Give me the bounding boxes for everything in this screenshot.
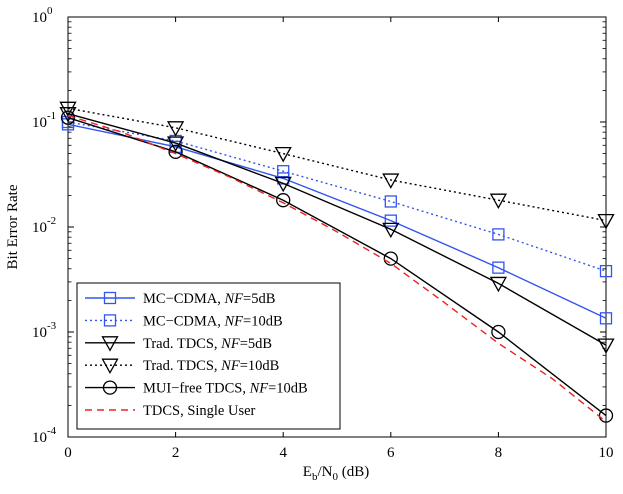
- data-point: [59, 101, 77, 118]
- legend-entry: Trad. TDCS, NF=10dB: [85, 358, 279, 374]
- x-axis-title: Eb/N0 (dB): [303, 464, 369, 483]
- data-point: [274, 176, 292, 193]
- data-point: [168, 144, 183, 159]
- data-point: [489, 193, 508, 210]
- y-axis-title: Bit Error Rate: [5, 184, 21, 269]
- ticks-layer: 0 2 4 6 8 10 10-4 10-3 10-2 10-1 100: [32, 5, 614, 461]
- legend-label: MC−CDMA, NF=10dB: [143, 313, 283, 329]
- data-point: [598, 408, 614, 423]
- data-point: [166, 121, 185, 137]
- data-point: [491, 324, 506, 340]
- series-line-3: [67, 107, 607, 222]
- y-tick-label: 10-1: [32, 110, 56, 131]
- legend-marker: [103, 291, 117, 305]
- data-point: [59, 107, 77, 123]
- legend-entry: Trad. TDCS, NF=5dB: [85, 336, 272, 352]
- legend: MC−CDMA, NF=5dB MC−CDMA, NF=10dB Trad. TDC…: [76, 282, 341, 430]
- legend-label: Trad. TDCS, NF=5dB: [143, 336, 272, 352]
- data-point: [276, 193, 291, 208]
- x-tick-label: 4: [279, 445, 287, 461]
- series-2: [59, 107, 615, 354]
- data-point: [277, 165, 290, 178]
- data-point: [492, 228, 505, 241]
- series-5: [67, 114, 607, 423]
- legend-label: TDCS, Single User: [143, 403, 256, 419]
- legend-marker: [102, 380, 118, 395]
- y-tick-label: 10-2: [32, 215, 56, 236]
- series-line-5: [67, 114, 607, 423]
- data-point: [382, 173, 400, 189]
- y-tick-label: 100: [32, 5, 53, 26]
- series-layer: [59, 101, 615, 423]
- series-line-0: [67, 123, 607, 319]
- y-tick-label: 10-4: [32, 425, 57, 446]
- data-point: [166, 136, 185, 152]
- series-line-4: [67, 117, 607, 417]
- x-tick-label: 10: [599, 445, 614, 461]
- data-point: [384, 214, 397, 227]
- x-tick-label: 8: [495, 445, 503, 461]
- legend-entry: MC−CDMA, NF=5dB: [85, 291, 275, 307]
- data-point: [597, 338, 615, 354]
- legend-entry: MUI−free TDCS, NF=10dB: [85, 380, 308, 397]
- data-point: [597, 213, 615, 230]
- series-line-2: [67, 113, 607, 346]
- legend-entry: TDCS, Single User: [85, 403, 256, 419]
- legend-box: [76, 282, 341, 430]
- legend-label: MUI−free TDCS, NF=10dB: [143, 381, 308, 397]
- legend-entry: MC−CDMA, NF=10dB: [85, 313, 283, 329]
- data-point: [489, 276, 508, 293]
- data-point: [492, 261, 505, 274]
- y-tick-label: 10-3: [32, 320, 57, 341]
- data-point: [599, 312, 613, 325]
- legend-marker: [101, 336, 119, 352]
- x-tick-label: 2: [172, 445, 180, 461]
- legend-label: MC−CDMA, NF=5dB: [143, 291, 275, 307]
- x-tick-label: 6: [387, 445, 395, 461]
- data-point: [383, 251, 398, 266]
- data-point: [599, 264, 613, 278]
- legend-label: Trad. TDCS, NF=10dB: [143, 358, 279, 374]
- data-point: [384, 195, 397, 208]
- data-point: [382, 222, 400, 239]
- series-3: [59, 101, 615, 230]
- x-tick-label: 0: [64, 445, 72, 461]
- data-point: [274, 146, 292, 163]
- legend-marker: [103, 314, 117, 327]
- legend-marker: [101, 358, 119, 375]
- series-4: [60, 110, 614, 423]
